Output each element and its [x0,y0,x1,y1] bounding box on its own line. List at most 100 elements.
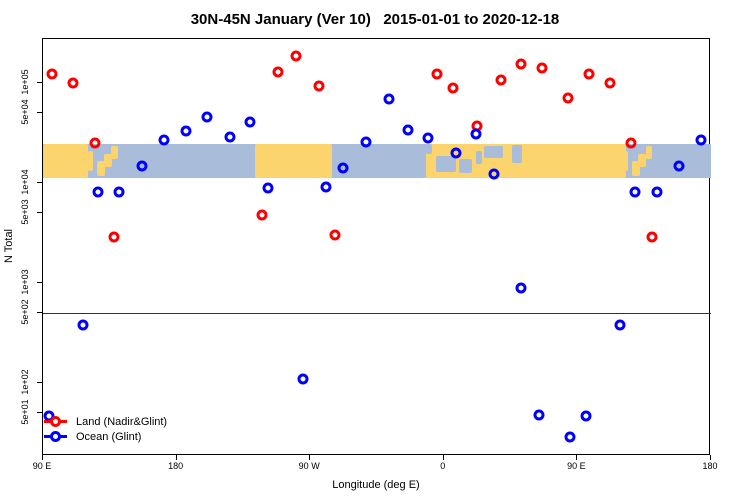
land-north-america [255,144,333,179]
data-point-land [515,58,527,70]
data-point-ocean [337,162,349,174]
data-point-ocean [158,134,170,146]
data-point-land [256,209,268,221]
y-tick [37,82,42,83]
data-point-land [89,137,101,149]
y-tick [37,112,42,114]
land-series-marker-icon [44,416,67,427]
land-japan-honshu [103,153,113,168]
data-point-ocean [402,124,414,136]
data-point-ocean [651,186,663,198]
legend-label-land: Land (Nadir&Glint) [76,415,168,428]
y-tick-label: 5e+04 [20,99,30,125]
land-korea-2 [622,150,628,172]
x-tick-label: 180 [168,461,184,471]
x-axis-label: Longitude (deg E) [332,479,420,491]
data-point-ocean [488,168,500,180]
data-point-land [646,231,658,243]
land-japan-north [111,145,118,160]
y-tick-label: 5e+02 [20,299,30,325]
data-point-land [583,68,595,80]
data-point-ocean [224,131,236,143]
data-point-ocean [136,160,148,172]
x-tick [710,455,711,460]
legend-row-ocean: Ocean (Glint) [44,429,167,444]
data-point-land [329,229,341,241]
data-point-ocean [614,319,626,331]
data-point-ocean [533,409,545,421]
land-japan-south [97,161,106,177]
data-point-land [495,74,507,86]
data-point-land [313,80,325,92]
data-point-ocean [629,186,641,198]
x-tick [576,455,578,460]
reference-line-500 [43,313,711,315]
data-point-ocean [320,181,332,193]
y-tick-label: 1e+03 [20,269,30,295]
data-point-ocean [113,186,125,198]
land-asia-east [43,144,89,179]
land-japan-honshu-2 [638,153,647,168]
data-point-ocean [262,182,274,194]
legend: Land (Nadir&Glint) Ocean (Glint) [44,414,167,444]
data-point-ocean [244,116,256,128]
x-tick [309,455,311,460]
data-point-land [604,77,616,89]
x-tick-label: 90 W [298,461,320,471]
y-tick [37,382,42,383]
data-point-land [431,68,443,80]
data-point-land [67,77,79,89]
sea-aegean [475,150,482,165]
x-tick [175,455,177,460]
data-point-ocean [470,128,482,140]
y-axis-label: N Total [3,228,15,264]
data-point-ocean [673,160,685,172]
x-tick [442,455,444,460]
x-tick [42,455,43,460]
x-tick-label: 0 [440,461,446,471]
data-point-ocean [201,111,213,123]
legend-label-ocean: Ocean (Glint) [76,430,142,443]
data-point-land [562,92,574,104]
x-tick-label: 90 E [32,461,52,471]
land-korea [88,150,94,172]
world-map-band [43,144,711,179]
sea-caspian [512,144,523,163]
plot-area [42,38,711,455]
data-point-ocean [580,410,592,422]
x-tick-label: 180 [702,461,718,471]
y-tick [37,182,42,183]
ocean-series-marker-icon [44,431,67,442]
data-point-ocean [515,282,527,294]
data-point-ocean [92,186,104,198]
y-tick [37,282,42,283]
land-japan-north-2 [645,145,653,160]
data-point-ocean [180,125,192,137]
data-point-land [108,231,120,243]
legend-row-land: Land (Nadir&Glint) [44,414,167,429]
data-point-ocean [77,319,89,331]
data-point-ocean [422,132,434,144]
y-tick-label: 1e+05 [20,69,30,95]
data-point-ocean [297,373,309,385]
data-point-land [46,68,58,80]
data-point-ocean [695,134,707,146]
data-point-ocean [450,147,462,159]
y-tick [37,212,42,214]
x-tick-label: 90 E [567,461,586,471]
y-tick-label: 5e+03 [20,199,30,225]
data-point-ocean [360,136,372,147]
data-point-ocean [43,410,55,422]
data-point-land [536,62,548,74]
data-point-land [625,137,637,149]
data-point-land [447,82,459,94]
chart-title: 30N-45N January (Ver 10) 2015-01-01 to 2… [190,11,560,28]
y-tick-label: 1e+04 [20,169,30,195]
land-japan-south-2 [631,161,640,177]
y-tick [37,412,42,414]
y-tick-label: 1e+02 [20,369,30,395]
data-point-ocean [383,93,395,105]
sea-black-sea [483,145,504,158]
data-point-land [290,50,302,62]
